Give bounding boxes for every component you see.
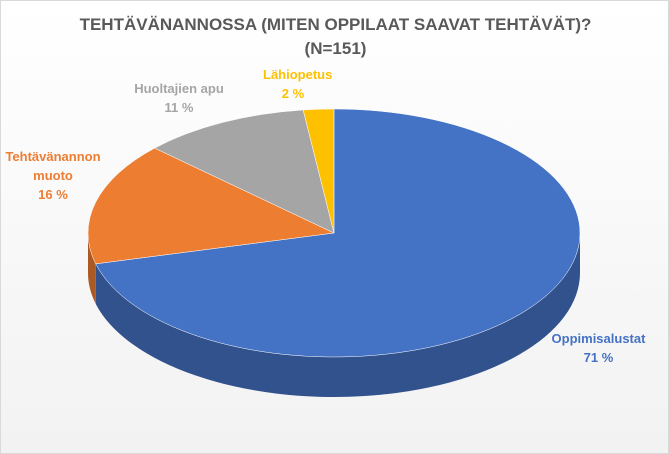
data-label: Huoltajien apu 11 % — [129, 79, 229, 117]
value-label: 11 % — [164, 100, 194, 115]
category-label: Oppimisalustat — [551, 331, 646, 346]
chart-title: TEHTÄVÄNANNOSSA (MITEN OPPILAAT SAAVAT T… — [79, 15, 592, 34]
slice — [95, 108, 581, 358]
value-label: 2 % — [281, 86, 305, 101]
category-label: Lähiopetus — [263, 67, 333, 82]
slice — [302, 108, 335, 234]
value-label: 16 % — [38, 187, 68, 202]
slice-side — [95, 233, 580, 397]
slice — [87, 147, 335, 265]
slice — [154, 109, 335, 234]
data-label: Tehtävänannon muoto 16 % — [3, 147, 103, 204]
data-label: Lähiopetus 2 % — [263, 65, 333, 103]
data-label: Oppimisalustat 71 % — [551, 329, 646, 367]
category-label: Huoltajien apu — [134, 81, 224, 96]
slice-side — [88, 233, 96, 304]
chart-subtitle: (N=151) — [304, 39, 367, 58]
category-label: Tehtävänannon muoto — [5, 149, 101, 183]
value-label: 71 % — [583, 350, 614, 365]
